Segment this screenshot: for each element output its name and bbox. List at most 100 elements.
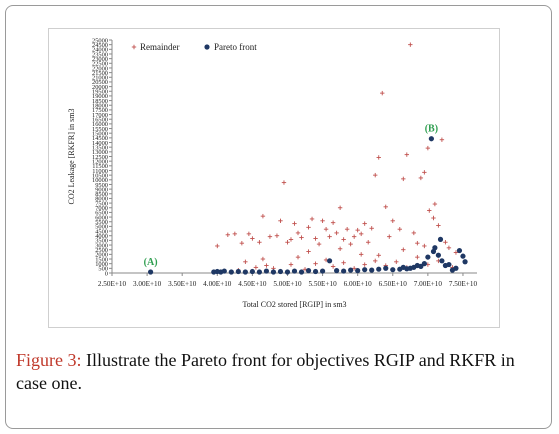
remainder-point — [427, 208, 432, 213]
remainder-point — [267, 234, 273, 239]
remainder-point — [390, 218, 395, 224]
remainder-point — [415, 240, 420, 246]
remainder-point — [246, 231, 252, 237]
pareto-front-point — [235, 268, 241, 275]
pareto-front-point — [221, 268, 227, 274]
remainder-point — [260, 213, 266, 219]
remainder-point — [327, 234, 332, 239]
remainder-point — [362, 262, 367, 267]
y-tick-label: 1000 — [95, 261, 108, 268]
y-tick-label: 3500 — [95, 238, 108, 245]
pareto-front-point — [148, 269, 154, 275]
remainder-point — [323, 226, 329, 232]
figure-caption: Figure 3: Illustrate the Pareto front fo… — [16, 349, 546, 395]
y-axis-label: CO2 Leakage [RKFR] in sm3 — [67, 109, 76, 205]
remainder-point — [358, 231, 364, 237]
pareto-front-point — [425, 254, 431, 260]
pareto-front-point — [249, 268, 255, 275]
y-tick-label: 18000 — [92, 103, 108, 110]
remainder-point — [366, 240, 371, 245]
remainder-point — [306, 249, 311, 254]
x-axis-label: Total CO2 stored [RGIP] in sm3 — [242, 300, 346, 309]
pareto-front-point — [284, 269, 291, 275]
remainder-point — [278, 218, 283, 224]
remainder-point — [285, 240, 290, 245]
remainder-point — [295, 230, 301, 236]
remainder-point — [373, 172, 378, 178]
figure-label: Figure 3: — [16, 350, 82, 370]
remainder-point — [344, 226, 350, 232]
y-tick-label: 10500 — [92, 172, 108, 179]
remainder-point — [358, 252, 364, 257]
pareto-front-point — [400, 264, 406, 270]
remainder-point — [309, 216, 315, 222]
pareto-front-point — [242, 269, 248, 275]
remainder-point — [334, 230, 339, 236]
y-tick-label: 20500 — [92, 79, 108, 86]
y-tick-label: 25000 — [92, 37, 108, 44]
pareto-front-point — [446, 261, 452, 268]
legend-pareto-label: Pareto front — [214, 42, 257, 52]
x-tick-label: 4.50E+10 — [238, 280, 267, 288]
remainder-point — [239, 240, 245, 246]
annotation-b: (B) — [425, 124, 438, 135]
remainder-point — [351, 266, 357, 271]
y-tick-label: 13000 — [92, 149, 108, 156]
x-tick-label: 7.50E+10 — [449, 280, 478, 288]
pareto-front-point — [291, 268, 298, 274]
y-tick-label: 500 — [98, 266, 108, 273]
y-tick-label: 21500 — [92, 70, 108, 77]
remainder-point — [313, 261, 318, 266]
remainder-point — [337, 205, 343, 210]
x-tick-label: 6.50E+10 — [379, 280, 408, 288]
pareto-front-point — [312, 268, 319, 275]
x-tick-label: 6.00E+10 — [344, 280, 373, 288]
legend-remainder-marker — [131, 44, 137, 50]
y-tick-label: 16000 — [92, 121, 108, 128]
remainder-point — [288, 237, 294, 242]
pareto-front-point — [390, 267, 396, 273]
remainder-point — [453, 250, 459, 255]
y-tick-label: 8500 — [95, 191, 108, 198]
y-tick-label: 19500 — [92, 89, 108, 96]
legend-remainder-label: Remainder — [140, 42, 180, 52]
remainder-point — [330, 264, 336, 269]
pareto-front-point — [334, 268, 340, 274]
y-tick-label: 22500 — [92, 61, 108, 68]
x-tick-label: 2.50E+10 — [98, 280, 127, 288]
remainder-point — [432, 201, 438, 207]
y-tick-label: 6000 — [95, 214, 108, 221]
pareto-front-point — [277, 268, 284, 275]
y-tick-label: 0 — [105, 270, 108, 277]
x-tick-label: 5.50E+10 — [308, 280, 337, 288]
remainder-point — [257, 240, 262, 245]
y-tick-label: 7000 — [95, 205, 108, 212]
remainder-point — [425, 145, 431, 151]
remainder-point — [446, 245, 452, 251]
pareto-front-point — [355, 268, 361, 274]
y-tick-label: 4000 — [95, 233, 108, 240]
remainder-point — [341, 260, 346, 265]
remainder-point — [274, 233, 280, 238]
remainder-point — [387, 234, 392, 239]
y-tick-label: 4500 — [95, 228, 108, 235]
remainder-point — [225, 232, 231, 237]
y-tick-label: 14000 — [92, 140, 108, 147]
remainder-point — [250, 236, 255, 241]
pareto-front-point — [362, 267, 368, 273]
y-tick-label: 9500 — [95, 182, 108, 189]
y-tick-label: 20000 — [92, 84, 108, 91]
y-tick-label: 17000 — [92, 112, 108, 119]
remainder-point — [415, 254, 420, 260]
remainder-point — [436, 223, 441, 228]
chart-area — [48, 28, 500, 328]
pareto-front-point — [298, 269, 305, 275]
remainder-point — [288, 262, 294, 267]
y-tick-label: 2000 — [95, 252, 108, 259]
remainder-point — [422, 243, 427, 249]
y-tick-label: 11500 — [92, 163, 108, 170]
pareto-front-point — [435, 252, 441, 258]
pareto-front-point — [256, 269, 263, 275]
y-tick-label: 14500 — [92, 135, 108, 142]
remainder-point — [341, 237, 346, 242]
